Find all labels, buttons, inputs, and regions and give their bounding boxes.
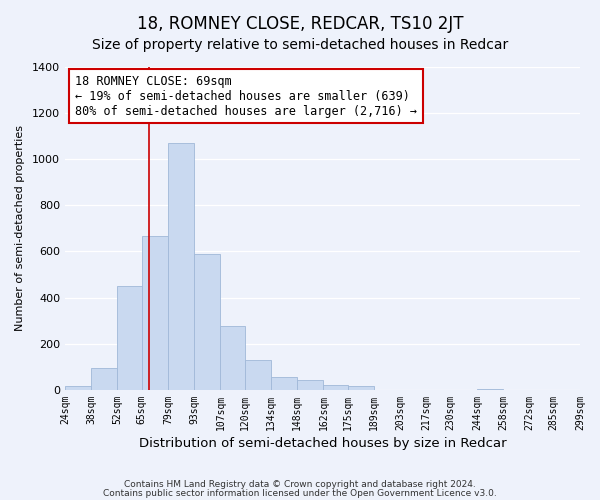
Bar [348,386,374,390]
Bar [477,389,503,390]
Bar [118,286,142,390]
Bar [323,386,348,390]
Bar [142,236,168,390]
Bar [194,254,220,390]
X-axis label: Distribution of semi-detached houses by size in Redcar: Distribution of semi-detached houses by … [139,437,506,450]
Text: Contains HM Land Registry data © Crown copyright and database right 2024.: Contains HM Land Registry data © Crown c… [124,480,476,489]
Bar [91,368,118,390]
Text: Size of property relative to semi-detached houses in Redcar: Size of property relative to semi-detach… [92,38,508,52]
Bar [220,326,245,390]
Text: 18 ROMNEY CLOSE: 69sqm
← 19% of semi-detached houses are smaller (639)
80% of se: 18 ROMNEY CLOSE: 69sqm ← 19% of semi-det… [75,74,417,118]
Bar [297,380,323,390]
Y-axis label: Number of semi-detached properties: Number of semi-detached properties [15,125,25,331]
Text: Contains public sector information licensed under the Open Government Licence v3: Contains public sector information licen… [103,488,497,498]
Bar [245,360,271,390]
Bar [65,386,91,390]
Bar [271,377,297,390]
Bar [168,142,194,390]
Text: 18, ROMNEY CLOSE, REDCAR, TS10 2JT: 18, ROMNEY CLOSE, REDCAR, TS10 2JT [137,15,463,33]
